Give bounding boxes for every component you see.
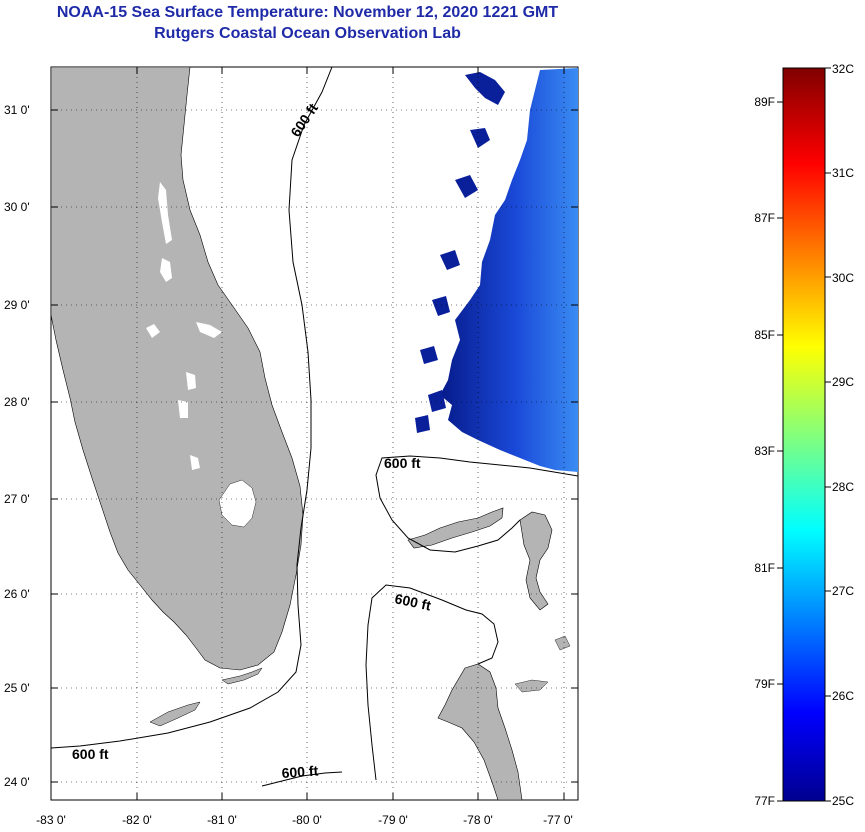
florida-keys	[149, 667, 263, 727]
lake-okeechobee	[218, 479, 257, 528]
lat-label-25: 25 0'	[4, 681, 30, 695]
graticule	[51, 67, 578, 800]
lat-label-30: 30 0'	[4, 200, 30, 214]
colorbar-label-81f: 81F	[754, 561, 775, 575]
lat-label-24: 24 0'	[4, 775, 30, 789]
grand-bahama	[407, 507, 504, 549]
colorbar-label-87f: 87F	[754, 211, 775, 225]
axis-ticks	[50, 67, 578, 800]
lat-label-31: 31 0'	[4, 103, 30, 117]
isobath-southern	[261, 771, 343, 787]
map-content: 600 ft 600 ft 600 ft 600 ft 600 ft	[51, 67, 578, 800]
lat-label-28: 28 0'	[4, 395, 30, 409]
lon-label-80: -80 0'	[292, 813, 322, 827]
colorbar-label-79f: 79F	[754, 677, 775, 691]
map-title: NOAA-15 Sea Surface Temperature: Novembe…	[0, 2, 615, 44]
colorbar-label-30c: 30C	[832, 271, 854, 285]
lon-label-82: -82 0'	[122, 813, 152, 827]
isobath-little-bahama-bank	[375, 455, 578, 553]
contour-label-bahama-bank: 600 ft	[384, 455, 421, 471]
sst-data-region	[440, 68, 578, 472]
colorbar-label-89f: 89F	[754, 95, 775, 109]
abaco-islands	[519, 511, 553, 611]
title-line-1: NOAA-15 Sea Surface Temperature: Novembe…	[56, 4, 559, 21]
colorbar-label-26c: 26C	[832, 689, 854, 703]
lon-label-77: -77 0'	[543, 813, 573, 827]
bahamas-cays	[514, 635, 571, 693]
inland-lakes	[146, 182, 222, 470]
lon-label-81: -81 0'	[207, 813, 237, 827]
lat-label-29: 29 0'	[4, 298, 30, 312]
colorbar-label-32c: 32C	[832, 62, 854, 76]
colorbar-label-77f: 77F	[754, 794, 775, 808]
colorbar-label-27c: 27C	[832, 584, 854, 598]
contour-label-southwest: 600 ft	[72, 746, 109, 762]
lat-label-26: 26 0'	[4, 587, 30, 601]
colorbar-label-29c: 29C	[832, 375, 854, 389]
lon-label-83: -83 0'	[36, 813, 66, 827]
colorbar-label-83f: 83F	[754, 444, 775, 458]
title-line-2: Rutgers Coastal Ocean Observation Lab	[154, 25, 461, 42]
lat-label-27: 27 0'	[4, 492, 30, 506]
colorbar-label-85f: 85F	[754, 328, 775, 342]
colorbar-gradient	[782, 67, 826, 802]
colorbar-label-31c: 31C	[832, 166, 854, 180]
contour-label-great-bahama: 600 ft	[393, 590, 432, 613]
lon-label-78: -78 0'	[463, 813, 493, 827]
lon-label-79: -79 0'	[378, 813, 408, 827]
colorbar-label-25c: 25C	[832, 794, 854, 808]
isobath-florida-coast	[51, 67, 333, 749]
contour-label-south: 600 ft	[281, 762, 319, 781]
colorbar-label-28c: 28C	[832, 480, 854, 494]
colorbar-ticks	[777, 67, 831, 802]
isobath-great-bahama-bank	[365, 584, 499, 781]
